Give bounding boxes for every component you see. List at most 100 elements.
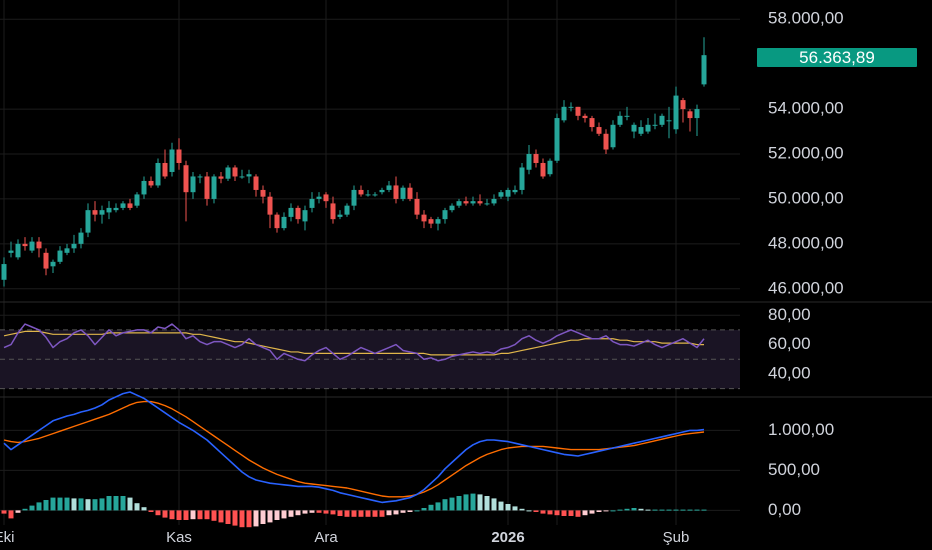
- candle: [505, 187, 511, 202]
- time-axis-label: Kas: [166, 529, 192, 546]
- histogram-bar: [484, 496, 490, 511]
- candle: [183, 160, 189, 222]
- candle-body: [22, 243, 28, 247]
- candle-body: [64, 248, 70, 253]
- candle-body: [386, 185, 392, 190]
- candle-body: [183, 165, 189, 193]
- candle: [666, 106, 672, 139]
- candle-body: [372, 194, 378, 196]
- candle: [617, 111, 623, 128]
- histogram-bar: [50, 497, 56, 511]
- candle-body: [1, 264, 7, 280]
- candle: [687, 109, 693, 132]
- candle: [680, 97, 686, 123]
- candle-body: [99, 210, 105, 215]
- histogram-bar: [407, 510, 413, 512]
- candle-body: [8, 250, 14, 253]
- candle-body: [561, 106, 567, 121]
- candle: [8, 241, 14, 258]
- price-axis-label: 52.000,00: [768, 143, 844, 162]
- candle-body: [253, 176, 259, 190]
- candle: [645, 118, 651, 134]
- histogram-bar: [36, 502, 42, 511]
- histogram-bar: [421, 508, 427, 511]
- candle-body: [400, 187, 406, 199]
- candle: [281, 212, 287, 231]
- candle-body: [428, 219, 434, 224]
- candle-body: [659, 115, 665, 125]
- candle: [127, 198, 133, 211]
- candle-body: [645, 124, 651, 132]
- candle-body: [316, 196, 322, 199]
- candle-body: [526, 154, 532, 170]
- candle-body: [281, 216, 287, 229]
- histogram-bar: [141, 507, 147, 511]
- histogram-bar: [617, 509, 623, 511]
- candle: [442, 207, 448, 224]
- candle: [624, 106, 630, 121]
- candle-body: [274, 214, 280, 229]
- histogram-bar: [43, 500, 49, 511]
- candle-body: [680, 100, 686, 110]
- candle-body: [701, 55, 707, 85]
- histogram-bar: [309, 510, 315, 513]
- candle-body: [610, 124, 616, 148]
- candle-body: [393, 185, 399, 199]
- macd-line: [3, 391, 705, 504]
- histogram-bar: [659, 509, 665, 511]
- candle: [323, 192, 329, 208]
- candle-body: [85, 210, 91, 233]
- candle: [379, 187, 385, 195]
- candle: [351, 185, 357, 211]
- candle: [449, 203, 455, 213]
- candle-body: [78, 232, 84, 244]
- histogram-bar: [505, 504, 511, 511]
- histogram-bar: [246, 510, 252, 528]
- histogram-bar: [92, 499, 98, 511]
- candle: [400, 185, 406, 202]
- candle: [519, 162, 525, 195]
- rsi-ma-line: [3, 330, 704, 356]
- axis-labels: 58.000,00 54.000,00 52.000,00 50.000,00 48.0…: [0, 9, 844, 546]
- last-price-tag-bg: [757, 48, 917, 67]
- candle: [407, 183, 413, 202]
- histogram-bar: [71, 498, 77, 511]
- histogram-bar: [302, 510, 308, 514]
- macd-axis-label: 0,00: [768, 500, 801, 519]
- histogram-bar: [274, 510, 280, 520]
- histogram-bar: [414, 510, 420, 512]
- candle: [463, 196, 469, 206]
- candle: [260, 185, 266, 204]
- histogram-bar: [295, 510, 301, 516]
- histogram-bar: [449, 497, 455, 511]
- candle-body: [43, 252, 49, 269]
- candle: [435, 216, 441, 231]
- candle-body: [498, 192, 504, 197]
- candle: [652, 113, 658, 130]
- candle: [134, 192, 140, 208]
- candle: [386, 180, 392, 193]
- candle: [673, 86, 679, 134]
- candle-body: [589, 118, 595, 128]
- histogram-bar: [561, 510, 567, 516]
- candle: [309, 192, 315, 213]
- histogram-bar: [463, 494, 469, 511]
- histogram-bar: [694, 509, 700, 511]
- candle: [225, 165, 231, 181]
- candle-body: [302, 210, 308, 222]
- candle-body: [113, 207, 119, 211]
- rsi-axis-label: 60,00: [768, 334, 811, 353]
- candle-body: [211, 176, 217, 199]
- candle-body: [582, 115, 588, 119]
- histogram-bar: [652, 509, 658, 511]
- candle-body: [533, 154, 539, 163]
- candle-body: [477, 201, 483, 204]
- price-axis-label: 54.000,00: [768, 99, 844, 118]
- candle: [274, 212, 280, 233]
- candle: [197, 174, 203, 184]
- histogram-bar: [610, 510, 616, 512]
- candle: [162, 149, 168, 179]
- candle-body: [687, 111, 693, 119]
